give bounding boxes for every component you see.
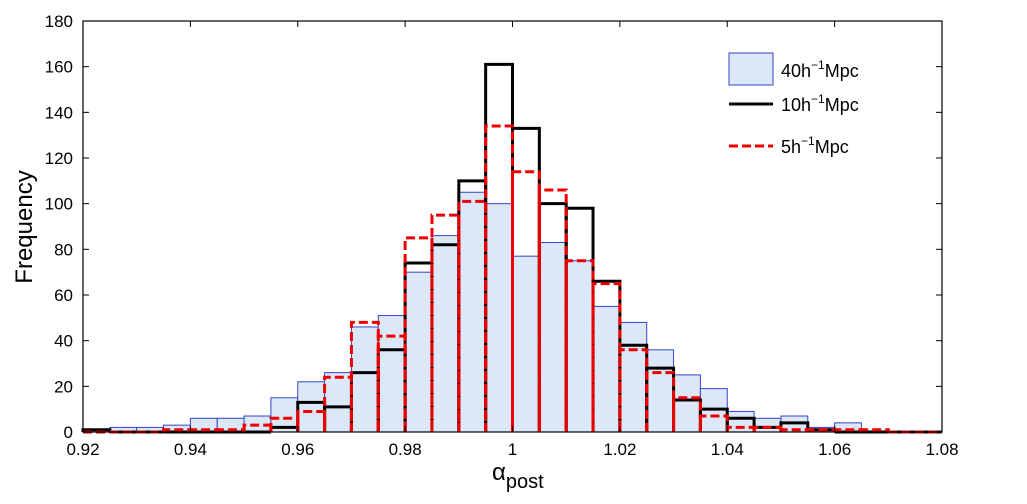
legend-label-5: 5h−1Mpc <box>781 134 849 157</box>
y-tick-label-9: 180 <box>45 12 73 31</box>
step-5-bin-17 <box>537 188 568 432</box>
bar-40-bin-25 <box>753 417 782 433</box>
x-axis-label-subscript: post <box>506 471 544 493</box>
step-5-bin-10 <box>349 320 380 432</box>
bar-40-bin-19 <box>592 305 621 433</box>
y-tick-label-5: 100 <box>45 195 73 214</box>
step-5-bin-19 <box>591 282 622 432</box>
y-tick-label-4: 80 <box>54 240 73 259</box>
y-axis-ticks: 0 20 40 60 80 100 120 140 160 180 <box>45 12 942 442</box>
bar-40-bin-21 <box>646 349 675 433</box>
x-tick-label-3: 0.98 <box>389 440 422 459</box>
bar-40-bin-9 <box>324 372 352 433</box>
step-10-bin-24 <box>725 416 756 432</box>
y-axis-label: Frequency <box>11 170 38 283</box>
y-tick-label-1: 20 <box>54 377 73 396</box>
bar-40-bin-14 <box>458 191 487 433</box>
step-5-bin-21 <box>645 371 676 432</box>
series-40-bars <box>82 191 862 433</box>
x-tick-label-1: 0.94 <box>174 440 207 459</box>
x-tick-label-5: 1.02 <box>603 440 636 459</box>
x-axis-label: αpost <box>492 459 544 493</box>
bar-40-bin-18 <box>565 260 594 433</box>
series-5-steps <box>83 124 942 434</box>
y-tick-label-3: 60 <box>54 286 73 305</box>
step-5-bin-14 <box>457 199 488 432</box>
bar-40-bin-12 <box>404 271 433 433</box>
x-tick-label-4: 1 <box>508 440 517 459</box>
step-5-bin-23 <box>698 414 729 432</box>
step-5-bin-15 <box>484 124 514 432</box>
legend-label-40: 40h−1Mpc <box>781 58 859 81</box>
legend-label-10: 10h−1Mpc <box>781 92 859 115</box>
x-tick-label-2: 0.96 <box>281 440 314 459</box>
y-tick-label-0: 0 <box>64 423 73 442</box>
x-tick-label-8: 1.08 <box>925 440 958 459</box>
x-axis-label-main: α <box>492 459 506 486</box>
y-tick-label-2: 40 <box>54 332 73 351</box>
bar-40-bin-22 <box>673 374 701 433</box>
bar-40-bin-8 <box>297 381 326 433</box>
step-5-bin-8 <box>296 409 327 432</box>
x-tick-label-0: 0.92 <box>66 440 99 459</box>
bar-40-bin-13 <box>431 235 460 433</box>
bar-40-bin-11 <box>377 315 406 433</box>
legend-swatch-40 <box>728 52 774 86</box>
x-tick-label-6: 1.04 <box>711 440 744 459</box>
bar-40-bin-17 <box>538 241 567 433</box>
bar-40-bin-15 <box>485 203 513 433</box>
y-tick-label-6: 120 <box>45 149 73 168</box>
x-axis-ticks: 0.92 0.94 0.96 0.98 1 1.02 1.04 1.06 1.08 <box>66 21 959 459</box>
bar-40-bin-20 <box>619 321 648 433</box>
y-tick-label-7: 140 <box>45 103 73 122</box>
x-tick-label-7: 1.06 <box>818 440 851 459</box>
step-5-bin-18 <box>564 259 595 432</box>
bar-40-bin-10 <box>350 326 379 433</box>
y-tick-label-8: 160 <box>45 58 73 77</box>
step-5-bin-6 <box>242 423 273 432</box>
bar-40-bin-16 <box>512 255 540 433</box>
legend: 40h−1Mpc 10h−1Mpc 5h−1Mpc <box>719 41 921 173</box>
